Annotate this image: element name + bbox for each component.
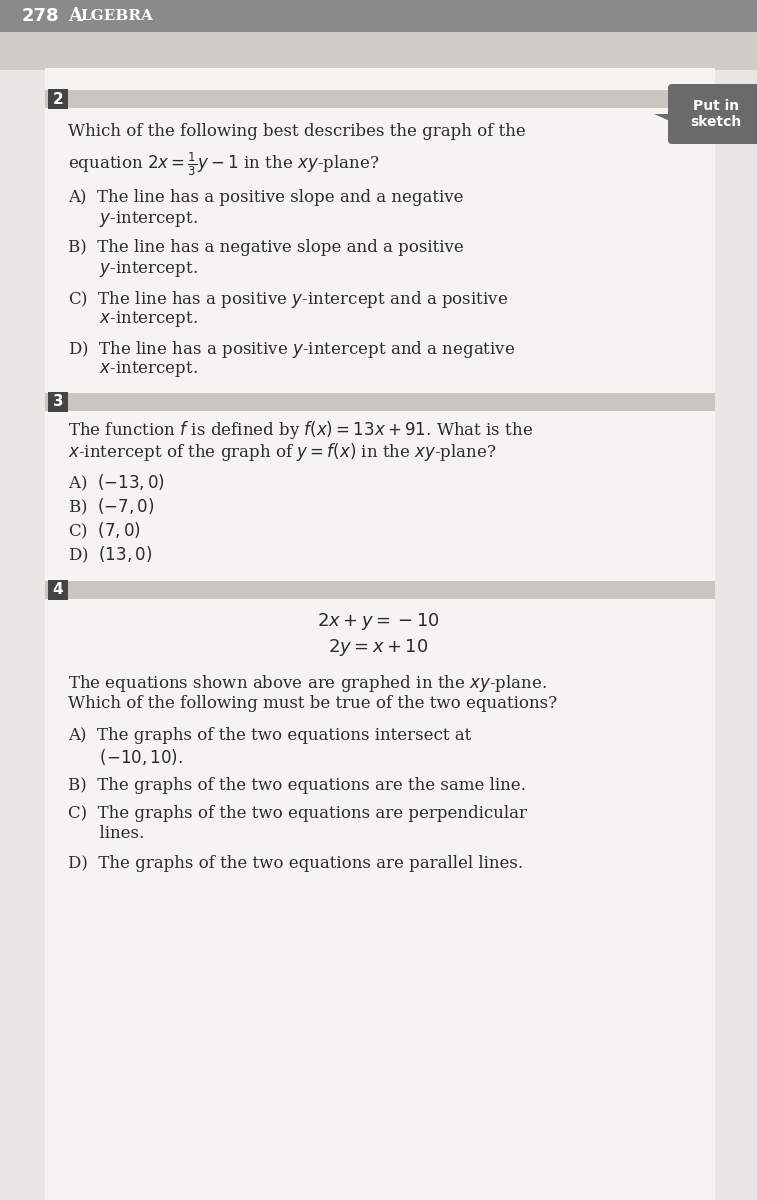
Text: $y$-intercept.: $y$-intercept.	[68, 259, 198, 278]
Text: $2x + y = -10$: $2x + y = -10$	[316, 611, 439, 632]
Text: The equations shown above are graphed in the $xy$-plane.: The equations shown above are graphed in…	[68, 673, 547, 694]
Text: $x$-intercept.: $x$-intercept.	[68, 308, 198, 329]
Text: A)  $(-13, 0)$: A) $(-13, 0)$	[68, 473, 165, 493]
Text: Which of the following best describes the graph of the: Which of the following best describes th…	[68, 122, 526, 140]
Text: 3: 3	[53, 395, 64, 409]
Bar	[0, 0, 757, 32]
Text: $2y = x + 10$: $2y = x + 10$	[328, 637, 428, 658]
Text: The function $f$ is defined by $f(x) = 13x + 91$. What is the: The function $f$ is defined by $f(x) = 1…	[68, 419, 533, 440]
Bar	[45, 68, 715, 1200]
FancyBboxPatch shape	[48, 89, 68, 109]
Text: 278: 278	[22, 7, 60, 25]
FancyBboxPatch shape	[48, 392, 68, 412]
Text: C)  The graphs of the two equations are perpendicular: C) The graphs of the two equations are p…	[68, 805, 527, 822]
Text: LGEBRA: LGEBRA	[80, 8, 153, 23]
Text: C)  $(7, 0)$: C) $(7, 0)$	[68, 521, 141, 541]
Text: A: A	[68, 7, 82, 25]
Text: B)  The graphs of the two equations are the same line.: B) The graphs of the two equations are t…	[68, 778, 526, 794]
Bar	[45, 581, 715, 599]
Polygon shape	[654, 114, 672, 122]
Text: 4: 4	[53, 582, 64, 598]
Text: equation $2x = \frac{1}{3}y - 1$ in the $xy$-plane?: equation $2x = \frac{1}{3}y - 1$ in the …	[68, 151, 379, 179]
Bar	[45, 90, 715, 108]
Text: $(-10, 10)$.: $(-10, 10)$.	[68, 746, 183, 767]
Text: $y$-intercept.: $y$-intercept.	[68, 209, 198, 229]
Text: $x$-intercept.: $x$-intercept.	[68, 359, 198, 379]
Text: Put in
sketch: Put in sketch	[690, 98, 742, 130]
FancyBboxPatch shape	[668, 84, 757, 144]
Text: A)  The line has a positive slope and a negative: A) The line has a positive slope and a n…	[68, 188, 463, 206]
Text: $x$-intercept of the graph of $y = f(x)$ in the $xy$-plane?: $x$-intercept of the graph of $y = f(x)$…	[68, 440, 497, 463]
Text: B)  $(-7, 0)$: B) $(-7, 0)$	[68, 497, 154, 517]
Bar	[0, 32, 757, 70]
Text: 2: 2	[53, 91, 64, 107]
Text: Which of the following must be true of the two equations?: Which of the following must be true of t…	[68, 695, 557, 712]
Text: C)  The line has a positive $y$-intercept and a positive: C) The line has a positive $y$-intercept…	[68, 289, 508, 310]
Text: D)  $(13, 0)$: D) $(13, 0)$	[68, 545, 152, 565]
Text: B)  The line has a negative slope and a positive: B) The line has a negative slope and a p…	[68, 239, 464, 256]
Text: A)  The graphs of the two equations intersect at: A) The graphs of the two equations inter…	[68, 727, 472, 744]
Text: lines.: lines.	[68, 826, 145, 842]
FancyBboxPatch shape	[48, 580, 68, 600]
Bar	[45, 392, 715, 410]
Text: D)  The graphs of the two equations are parallel lines.: D) The graphs of the two equations are p…	[68, 854, 523, 872]
Text: D)  The line has a positive $y$-intercept and a negative: D) The line has a positive $y$-intercept…	[68, 338, 516, 360]
